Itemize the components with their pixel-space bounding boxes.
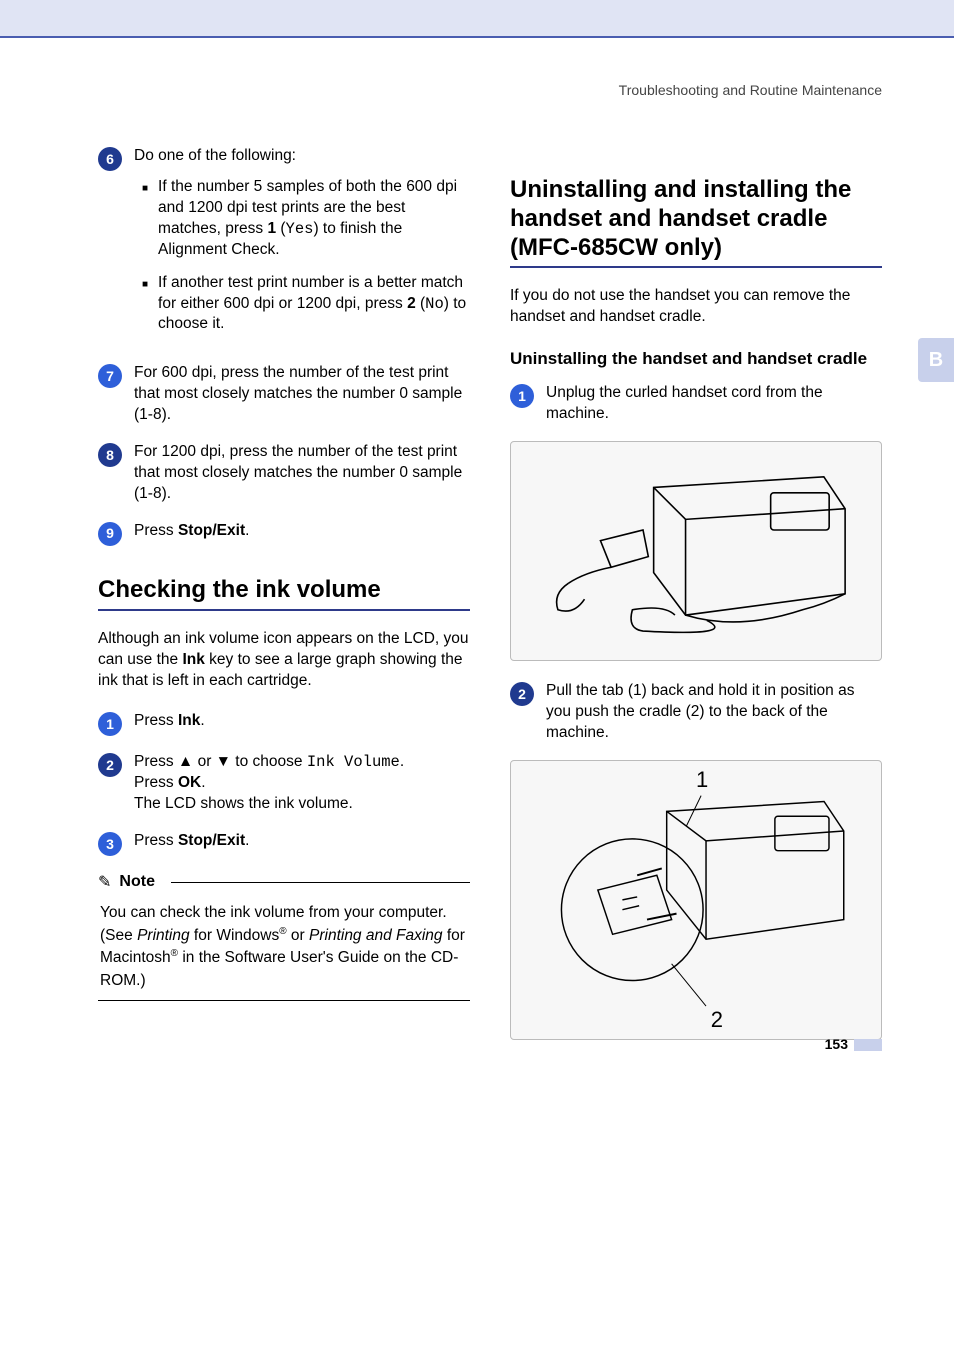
callout-1: 1 xyxy=(696,767,708,793)
step-6-lead: Do one of the following: xyxy=(134,147,296,164)
step-9: 9 Press Stop/Exit. xyxy=(98,521,470,546)
printer-illustration-1 xyxy=(526,451,866,652)
illustration-1 xyxy=(510,441,882,661)
uninstall-heading: Uninstalling and installing the handset … xyxy=(510,176,882,262)
section-rule xyxy=(98,609,470,611)
uninstall-intro: If you do not use the handset you can re… xyxy=(510,286,882,328)
page-number: 153 xyxy=(825,1036,882,1052)
step-number-badge: 1 xyxy=(510,384,534,408)
step-7: 7 For 600 dpi, press the number of the t… xyxy=(98,363,470,426)
note-label: Note xyxy=(119,873,155,891)
step-6: 6 Do one of the following: If the number… xyxy=(98,146,470,347)
step-number-badge: 7 xyxy=(98,364,122,388)
step-number-badge: 1 xyxy=(98,712,122,736)
illustration-2: 1 2 xyxy=(510,760,882,1040)
step-number-badge: 6 xyxy=(98,147,122,171)
ink-step-1: 1 Press Ink. xyxy=(98,711,470,736)
step-8: 8 For 1200 dpi, press the number of the … xyxy=(98,442,470,505)
uninstall-step-2-text: Pull the tab (1) back and hold it in pos… xyxy=(546,681,882,744)
step-number-badge: 2 xyxy=(510,682,534,706)
ink-step-2: 2 Press ▲ or ▼ to choose Ink Volume. Pre… xyxy=(98,752,470,815)
page-number-bar xyxy=(854,1039,882,1051)
note-block: ✎ Note You can check the ink volume from… xyxy=(98,872,470,1001)
note-rule-bottom xyxy=(98,1000,470,1001)
callout-2: 2 xyxy=(711,1007,723,1033)
printer-illustration-2 xyxy=(526,772,866,1028)
uninstall-subheading: Uninstalling the handset and handset cra… xyxy=(510,348,882,369)
section-tab: B xyxy=(918,338,954,382)
step-number-badge: 9 xyxy=(98,522,122,546)
checking-ink-heading: Checking the ink volume xyxy=(98,576,470,605)
header-bar xyxy=(0,0,954,38)
step-6-bullet-2: If another test print number is a better… xyxy=(142,273,470,336)
note-body: You can check the ink volume from your c… xyxy=(98,892,470,1000)
step-8-text: For 1200 dpi, press the number of the te… xyxy=(134,442,470,505)
note-rule-top xyxy=(171,882,470,883)
breadcrumb: Troubleshooting and Routine Maintenance xyxy=(98,82,882,98)
section-rule xyxy=(510,266,882,268)
uninstall-step-1: 1 Unplug the curled handset cord from th… xyxy=(510,383,882,425)
ink-intro: Although an ink volume icon appears on t… xyxy=(98,629,470,692)
ink-step-3: 3 Press Stop/Exit. xyxy=(98,831,470,856)
right-column: Uninstalling and installing the handset … xyxy=(510,146,882,1060)
step-7-text: For 600 dpi, press the number of the tes… xyxy=(134,363,470,426)
step-number-badge: 8 xyxy=(98,443,122,467)
uninstall-step-2: 2 Pull the tab (1) back and hold it in p… xyxy=(510,681,882,744)
note-icon: ✎ xyxy=(98,872,111,892)
step-6-bullet-1: If the number 5 samples of both the 600 … xyxy=(142,177,470,261)
left-column: 6 Do one of the following: If the number… xyxy=(98,146,470,1060)
uninstall-step-1-text: Unplug the curled handset cord from the … xyxy=(546,383,882,425)
step-number-badge: 2 xyxy=(98,753,122,777)
step-number-badge: 3 xyxy=(98,832,122,856)
